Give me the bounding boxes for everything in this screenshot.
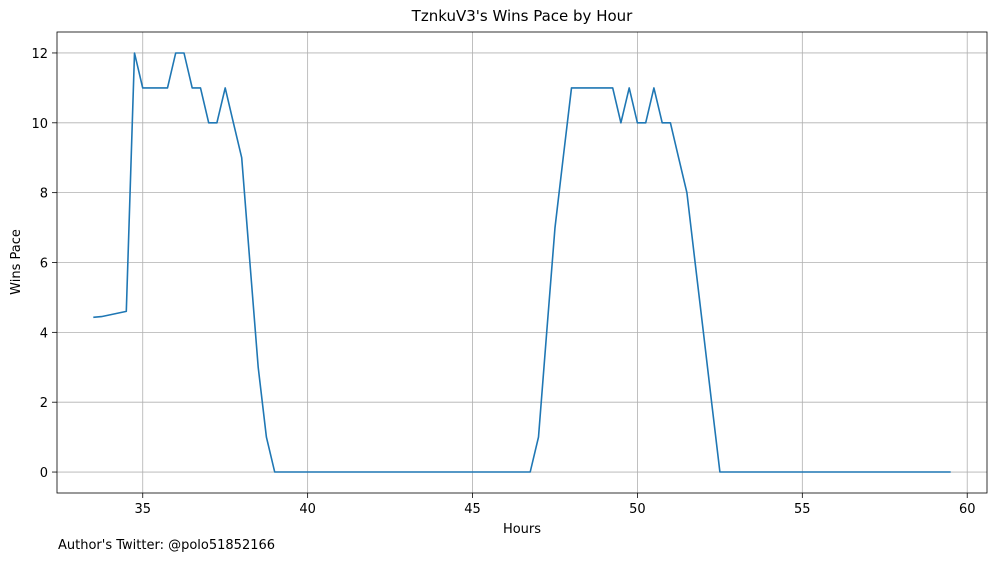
grid-lines [57,32,987,493]
y-tick-label: 0 [40,466,48,481]
plot-area [93,52,951,473]
x-tick-label: 60 [959,502,976,517]
y-tick-label: 8 [40,187,48,202]
author-credit: Author's Twitter: @polo51852166 [58,538,276,553]
y-tick-label: 4 [40,326,48,341]
series-line [93,52,951,473]
y-axis-label: Wins Pace [9,229,24,295]
x-axis-label: Hours [503,522,541,537]
y-tick-label: 2 [40,396,48,411]
y-tick-label: 6 [40,257,48,272]
chart-title: TznkuV3's Wins Pace by Hour [411,7,633,25]
x-tick-label: 45 [464,502,481,517]
x-tick-label: 50 [629,502,646,517]
x-tick-label: 55 [794,502,811,517]
y-tick-label: 10 [31,117,48,132]
x-tick-label: 35 [134,502,151,517]
y-tick-label: 12 [31,47,48,62]
axis-ticks: 35 40 45 50 55 60 0 2 4 6 8 10 12 [31,47,975,517]
x-tick-label: 40 [299,502,316,517]
